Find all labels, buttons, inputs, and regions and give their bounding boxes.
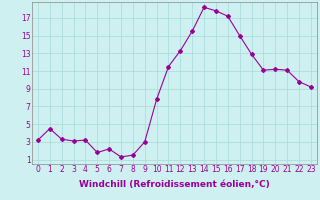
X-axis label: Windchill (Refroidissement éolien,°C): Windchill (Refroidissement éolien,°C) [79,180,270,189]
